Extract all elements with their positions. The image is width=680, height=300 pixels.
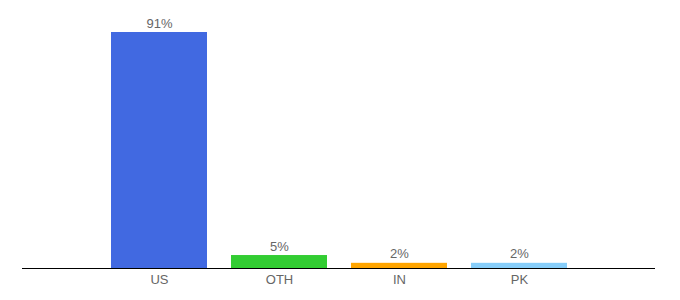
svg-text:91%: 91% bbox=[146, 16, 172, 31]
svg-text:2%: 2% bbox=[510, 246, 529, 261]
svg-text:PK: PK bbox=[511, 272, 529, 287]
svg-text:5%: 5% bbox=[270, 239, 289, 254]
svg-text:IN: IN bbox=[393, 272, 406, 287]
svg-text:2%: 2% bbox=[390, 246, 409, 261]
svg-text:US: US bbox=[150, 272, 168, 287]
svg-text:OTH: OTH bbox=[266, 272, 293, 287]
